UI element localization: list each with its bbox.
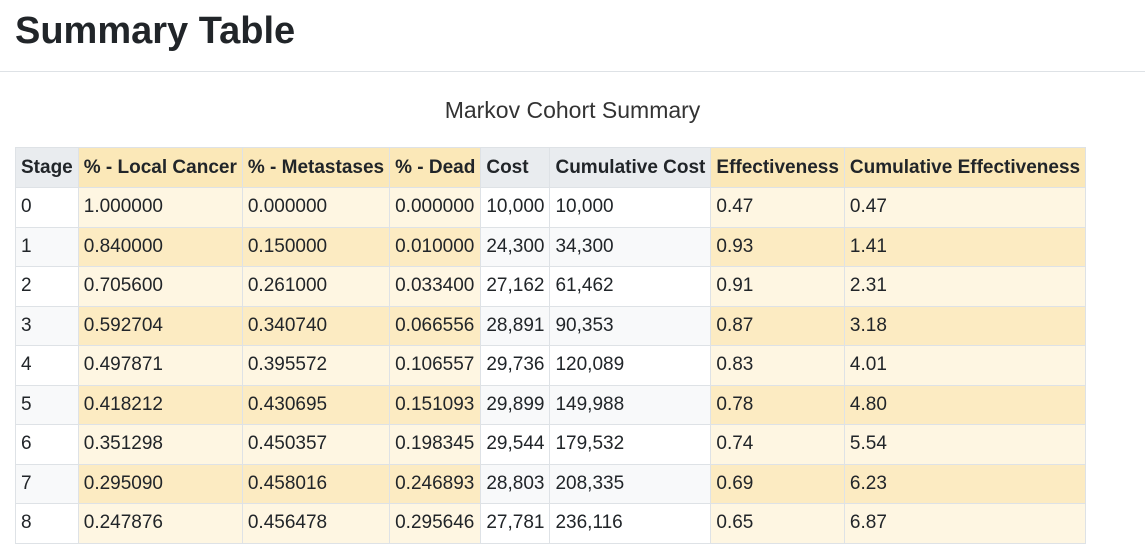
table-cell: 27,781 xyxy=(480,503,551,544)
table-cell: 0.395572 xyxy=(241,345,391,386)
table-cell: 29,899 xyxy=(480,384,551,425)
table-cell: 0.261000 xyxy=(241,266,391,307)
table-cell: 1.41 xyxy=(843,226,1087,267)
markov-summary-table: Stage% - Local Cancer% - Metastases% - D… xyxy=(15,147,1087,544)
table-cell: 90,353 xyxy=(549,305,712,346)
table-cell: 4.80 xyxy=(843,384,1087,425)
table-row: 6 0.351298 0.450357 0.198345 29,544 179,532 0.… xyxy=(15,424,1087,465)
table-cell: 61,462 xyxy=(549,266,712,307)
table-cell: 1 xyxy=(15,226,79,267)
column-header: Cumulative Cost xyxy=(549,147,712,188)
table-cell: 0.351298 xyxy=(77,424,243,465)
table-row: 8 0.247876 0.456478 0.295646 27,781 236,116 0.… xyxy=(15,503,1087,544)
table-cell: 28,891 xyxy=(480,305,551,346)
table-cell: 0.87 xyxy=(710,305,845,346)
table-cell: 0.47 xyxy=(843,187,1087,228)
table-cell: 0.418212 xyxy=(77,384,243,425)
table-cell: 34,300 xyxy=(549,226,712,267)
table-row: 5 0.418212 0.430695 0.151093 29,899 149,988 0.… xyxy=(15,384,1087,425)
table-cell: 236,116 xyxy=(549,503,712,544)
table-cell: 208,335 xyxy=(549,463,712,504)
table-row: 7 0.295090 0.458016 0.246893 28,803 208,335 0.… xyxy=(15,463,1087,504)
table-cell: 0.458016 xyxy=(241,463,391,504)
column-header: Cost xyxy=(480,147,551,188)
table-cell: 0.066556 xyxy=(389,305,482,346)
table-row: 1 0.840000 0.150000 0.010000 24,300 34,300 0.9… xyxy=(15,226,1087,267)
table-cell: 29,736 xyxy=(480,345,551,386)
table-cell: 0.247876 xyxy=(77,503,243,544)
table-cell: 0.93 xyxy=(710,226,845,267)
table-cell: 0.840000 xyxy=(77,226,243,267)
table-row: 4 0.497871 0.395572 0.106557 29,736 120,089 0.… xyxy=(15,345,1087,386)
page-title: Summary Table xyxy=(15,10,296,52)
column-header: Cumulative Effectiveness xyxy=(843,147,1087,188)
column-header: % - Local Cancer xyxy=(77,147,243,188)
table-cell: 0.198345 xyxy=(389,424,482,465)
table-header-row: Stage% - Local Cancer% - Metastases% - D… xyxy=(15,147,1087,188)
table-cell: 2.31 xyxy=(843,266,1087,307)
table-cell: 179,532 xyxy=(549,424,712,465)
table-cell: 5.54 xyxy=(843,424,1087,465)
table-cell: 0.340740 xyxy=(241,305,391,346)
table-cell: 1.000000 xyxy=(77,187,243,228)
table-cell: 0 xyxy=(15,187,79,228)
table-cell: 0.91 xyxy=(710,266,845,307)
table-cell: 0.151093 xyxy=(389,384,482,425)
table-cell: 0.246893 xyxy=(389,463,482,504)
table-cell: 4.01 xyxy=(843,345,1087,386)
table-cell: 5 xyxy=(15,384,79,425)
table-cell: 10,000 xyxy=(480,187,551,228)
table-cell: 0.000000 xyxy=(389,187,482,228)
table-cell: 0.456478 xyxy=(241,503,391,544)
column-header: % - Dead xyxy=(389,147,482,188)
table-cell: 3.18 xyxy=(843,305,1087,346)
table-cell: 0.69 xyxy=(710,463,845,504)
table-cell: 6.23 xyxy=(843,463,1087,504)
table-cell: 3 xyxy=(15,305,79,346)
table-cell: 0.592704 xyxy=(77,305,243,346)
column-header: % - Metastases xyxy=(241,147,391,188)
table-cell: 6 xyxy=(15,424,79,465)
table-cell: 8 xyxy=(15,503,79,544)
table-cell: 0.497871 xyxy=(77,345,243,386)
table-cell: 0.74 xyxy=(710,424,845,465)
table-cell: 0.78 xyxy=(710,384,845,425)
page-header: Summary Table xyxy=(0,0,1145,72)
table-cell: 27,162 xyxy=(480,266,551,307)
table-cell: 0.000000 xyxy=(241,187,391,228)
table-body: 0 1.000000 0.000000 0.000000 10,000 10,000 0.4… xyxy=(15,187,1087,544)
table-cell: 2 xyxy=(15,266,79,307)
table-cell: 0.450357 xyxy=(241,424,391,465)
table-cell: 0.705600 xyxy=(77,266,243,307)
table-cell: 0.106557 xyxy=(389,345,482,386)
table-cell: 120,089 xyxy=(549,345,712,386)
table-cell: 7 xyxy=(15,463,79,504)
table-cell: 24,300 xyxy=(480,226,551,267)
table-cell: 0.83 xyxy=(710,345,845,386)
table-row: 2 0.705600 0.261000 0.033400 27,162 61,462 0.9… xyxy=(15,266,1087,307)
table-cell: 29,544 xyxy=(480,424,551,465)
column-header: Effectiveness xyxy=(710,147,845,188)
table-cell: 4 xyxy=(15,345,79,386)
table-cell: 0.295646 xyxy=(389,503,482,544)
table-cell: 0.47 xyxy=(710,187,845,228)
table-cell: 0.65 xyxy=(710,503,845,544)
table-cell: 0.010000 xyxy=(389,226,482,267)
table-cell: 149,988 xyxy=(549,384,712,425)
table-cell: 0.033400 xyxy=(389,266,482,307)
table-cell: 0.150000 xyxy=(241,226,391,267)
table-cell: 0.430695 xyxy=(241,384,391,425)
table-row: 0 1.000000 0.000000 0.000000 10,000 10,000 0.4… xyxy=(15,187,1087,228)
table-caption: Markov Cohort Summary xyxy=(444,97,701,123)
table-cell: 10,000 xyxy=(549,187,712,228)
table-row: 3 0.592704 0.340740 0.066556 28,891 90,353 0.8… xyxy=(15,305,1087,346)
table-cell: 0.295090 xyxy=(77,463,243,504)
table-cell: 6.87 xyxy=(843,503,1087,544)
column-header: Stage xyxy=(15,147,79,188)
table-cell: 28,803 xyxy=(480,463,551,504)
